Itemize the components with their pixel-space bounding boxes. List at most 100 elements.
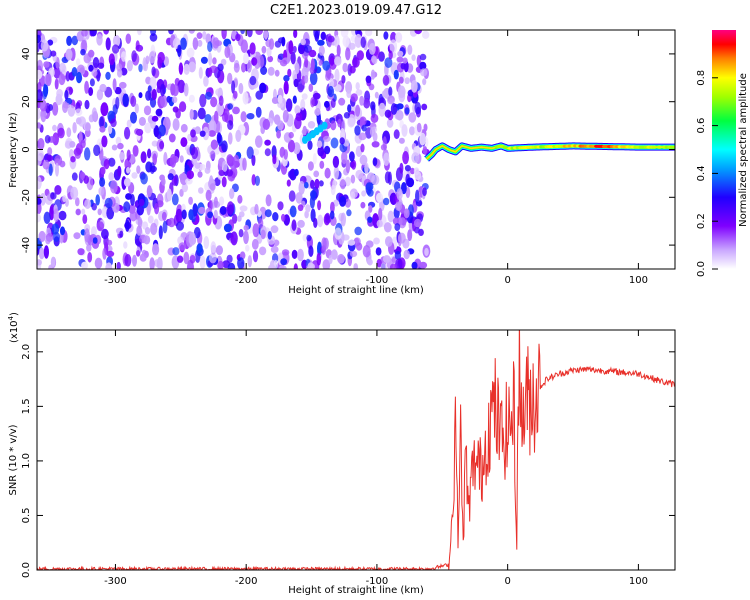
spectrogram-cell <box>69 141 76 148</box>
spectrogram-cell <box>84 228 90 243</box>
spectrogram-cell <box>362 245 371 258</box>
spectrogram-cell <box>319 160 325 169</box>
spectrogram-cell <box>298 44 305 55</box>
x-tick-label: 0 <box>504 275 510 286</box>
spectrogram-cell <box>229 188 235 200</box>
spectrogram-cell <box>314 178 320 189</box>
spectrogram-cell <box>305 204 311 213</box>
spectrogram-cell <box>419 132 426 146</box>
spectrogram-cell <box>385 236 393 247</box>
spectrogram-cell <box>134 103 139 114</box>
spectrogram-cell <box>378 207 383 221</box>
spectrogram-cell <box>389 263 398 269</box>
spectrogram-cell <box>178 242 187 251</box>
spectrogram-cell <box>358 132 367 141</box>
spectrogram-cell <box>178 62 184 75</box>
spectrogram-cell <box>404 77 410 85</box>
spectrogram-cell <box>40 108 47 123</box>
figure-title: C2E1.2023.019.09.47.G12 <box>270 3 442 18</box>
spectrogram-cell <box>215 245 223 256</box>
spectrogram-cell <box>143 105 152 116</box>
spectrogram-cell <box>371 56 378 65</box>
spectrogram-cell <box>398 217 407 229</box>
spectrogram-cell <box>422 187 427 197</box>
y-tick-label: 20 <box>21 95 32 108</box>
spectrogram-cell <box>114 86 122 95</box>
spectrogram-cell <box>396 188 403 201</box>
spectrogram-cell <box>81 261 89 269</box>
spectrogram-cell <box>50 192 57 200</box>
spectrogram-cell <box>80 139 86 149</box>
x-tick-label: 100 <box>629 275 648 286</box>
spectrogram-cell <box>136 165 141 174</box>
spectrogram-cell <box>99 126 106 133</box>
spectrogram-cell <box>294 62 300 75</box>
spectrogram-cell <box>414 30 422 35</box>
spectrogram-cell <box>199 93 207 108</box>
spectrogram-cell <box>105 262 113 269</box>
spectrogram-cell <box>404 165 411 172</box>
spectrogram-cell <box>221 176 227 188</box>
spectrogram-cell <box>76 58 81 66</box>
spectrogram-cell <box>194 162 201 169</box>
spectrogram-cell <box>392 217 399 225</box>
spectrogram-cell <box>410 80 418 93</box>
spectrogram-cell <box>123 241 128 249</box>
spectrogram-cell <box>268 38 275 50</box>
spectrogram-cell <box>337 253 345 264</box>
spectrogram-cell <box>259 82 267 94</box>
spectrogram-cell <box>198 206 206 215</box>
spectrogram-cell <box>207 211 214 219</box>
spectrogram-cell <box>209 150 216 160</box>
spectrogram-cell <box>233 90 238 99</box>
spectrogram-cell <box>286 179 291 187</box>
spectrogram-cell <box>160 83 166 97</box>
spectrogram-cell <box>389 39 398 54</box>
spectrogram-cell <box>405 186 411 199</box>
spectrogram-cell <box>239 205 248 212</box>
spectrogram-cell <box>365 75 372 84</box>
spectrogram-cell <box>202 31 207 40</box>
spectrogram-cell <box>404 107 410 115</box>
spectrogram-cell <box>84 80 89 94</box>
spectrogram-cell <box>152 153 157 166</box>
spectrogram-cell <box>70 156 76 163</box>
spectrogram-cell <box>58 210 67 221</box>
spectrogram-cell <box>175 208 183 223</box>
spectrogram-cell <box>77 64 85 74</box>
spectrogram-cell <box>232 106 240 115</box>
spectrogram-cell <box>169 153 177 168</box>
spectrogram-cell <box>143 235 151 245</box>
spectrogram-cell <box>339 179 346 190</box>
spectrogram-cell <box>54 185 62 195</box>
spectrogram-cell <box>145 90 152 101</box>
spectrogram-cell <box>177 79 186 94</box>
spectrogram-cell <box>293 30 298 38</box>
snr-background <box>37 330 675 570</box>
spectrogram-cell <box>283 80 289 95</box>
spectrogram-cell <box>221 140 228 153</box>
spectrogram-cell <box>142 57 147 71</box>
spectrogram-carrier-peak <box>651 145 657 149</box>
spectrogram-cell <box>208 52 213 66</box>
spectrogram-cell <box>171 96 178 104</box>
spectrogram-cell <box>137 30 142 36</box>
spectrogram-cell <box>388 50 393 60</box>
colorbar-tick-label: 0.0 <box>696 261 707 277</box>
spectrogram-cell <box>219 196 225 206</box>
spectrogram-cell <box>64 89 69 100</box>
spectrogram-cell <box>40 39 49 52</box>
spectrogram-cell <box>216 132 222 144</box>
spectrogram-cell <box>157 51 165 64</box>
spectrogram-cell <box>383 31 389 40</box>
spectrogram-cell <box>91 69 98 77</box>
spectrogram-cell <box>199 255 206 269</box>
spectrogram-cell <box>179 37 187 50</box>
spectrogram-cell <box>38 230 46 243</box>
spectrogram-cell <box>331 249 338 260</box>
spectrogram-cell <box>148 51 156 64</box>
spectrogram-cell <box>108 157 116 167</box>
spectrogram-cell <box>383 222 392 233</box>
snr-multiplier-close: ) <box>9 312 20 316</box>
